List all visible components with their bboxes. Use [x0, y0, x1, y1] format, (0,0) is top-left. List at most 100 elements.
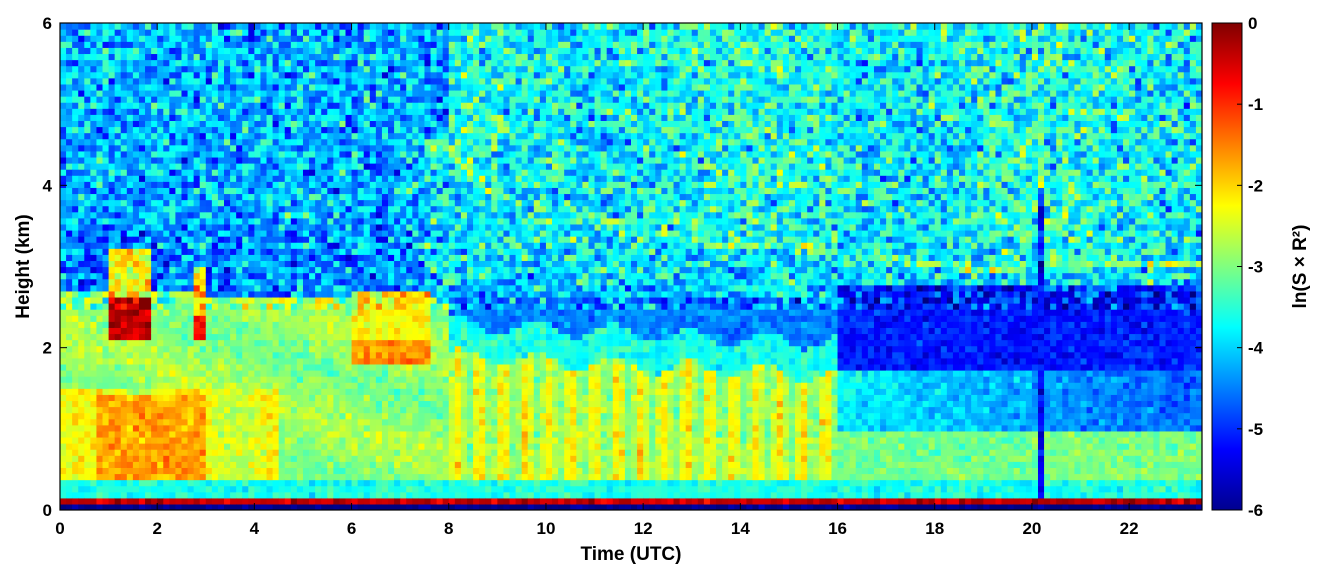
heatmap-cell: [108, 83, 116, 91]
heatmap-cell: [72, 339, 79, 347]
heatmap-cell: [248, 229, 255, 237]
heatmap-cell: [175, 254, 183, 262]
heatmap-cell: [102, 479, 110, 487]
heatmap-cell: [169, 23, 177, 30]
heatmap-cell: [224, 418, 231, 426]
heatmap-cell: [66, 193, 73, 201]
heatmap-cell: [242, 65, 249, 73]
heatmap-cell: [302, 443, 310, 450]
heatmap-cell: [345, 485, 353, 493]
heatmap-cell: [211, 35, 219, 42]
heatmap-cell: [211, 59, 219, 67]
heatmap-cell: [260, 47, 268, 55]
heatmap-cell: [272, 163, 280, 170]
heatmap-cell: [108, 278, 116, 286]
heatmap-cell: [72, 260, 79, 268]
heatmap-cell: [90, 89, 98, 97]
heatmap-cell: [230, 418, 237, 426]
heatmap-cell: [400, 35, 407, 42]
heatmap-cell: [157, 217, 164, 225]
heatmap-cell: [205, 35, 213, 42]
heatmap-cell: [236, 181, 243, 188]
heatmap-cell: [248, 497, 255, 505]
heatmap-cell: [418, 205, 426, 213]
heatmap-cell: [132, 406, 140, 414]
heatmap-cell: [163, 108, 170, 115]
heatmap-cell: [90, 266, 98, 274]
heatmap-cell: [199, 236, 207, 243]
heatmap-cell: [339, 96, 347, 103]
heatmap-cell: [315, 132, 322, 140]
heatmap-cell: [84, 473, 91, 481]
heatmap-cell: [72, 321, 79, 328]
heatmap-cell: [430, 424, 438, 432]
heatmap-cell: [108, 156, 116, 164]
heatmap-cell: [369, 254, 377, 262]
heatmap-cell: [357, 436, 365, 444]
heatmap-cell: [284, 132, 292, 140]
heatmap-cell: [236, 242, 243, 249]
heatmap-cell: [375, 193, 383, 201]
heatmap-cell: [394, 412, 401, 420]
heatmap-cell: [296, 150, 304, 158]
heatmap-cell: [266, 205, 274, 213]
heatmap-cell: [163, 35, 170, 42]
heatmap-cell: [205, 53, 213, 61]
heatmap-cell: [84, 376, 91, 383]
heatmap-cell: [327, 89, 334, 97]
heatmap-cell: [260, 327, 268, 335]
heatmap-cell: [175, 449, 183, 456]
heatmap-cell: [120, 333, 128, 341]
heatmap-cell: [272, 449, 280, 456]
heatmap-cell: [205, 339, 213, 347]
heatmap-cell: [217, 467, 225, 475]
heatmap-cell: [114, 187, 122, 195]
heatmap-cell: [400, 369, 407, 377]
heatmap-cell: [236, 236, 243, 243]
heatmap-cell: [120, 217, 128, 225]
heatmap-cell: [278, 455, 286, 462]
heatmap-cell: [242, 376, 249, 383]
heatmap-cell: [217, 443, 225, 450]
heatmap-cell: [78, 96, 85, 103]
heatmap-cell: [181, 114, 189, 121]
heatmap-cell: [84, 83, 91, 91]
heatmap-cell: [363, 296, 371, 304]
heatmap-cell: [151, 266, 158, 274]
heatmap-cell: [254, 53, 262, 61]
heatmap-cell: [400, 83, 407, 91]
heatmap-cell: [157, 376, 164, 383]
heatmap-cell: [327, 290, 334, 298]
heatmap-cell: [84, 351, 91, 359]
heatmap-cell: [412, 65, 419, 73]
heatmap-cell: [357, 278, 365, 286]
heatmap-cell: [175, 29, 183, 36]
heatmap-cell: [321, 400, 328, 408]
heatmap-cell: [302, 497, 310, 505]
heatmap-cell: [296, 315, 304, 322]
heatmap-cell: [114, 229, 122, 237]
heatmap-cell: [102, 339, 110, 347]
heatmap-cell: [345, 144, 353, 152]
heatmap-cell: [327, 187, 334, 195]
heatmap-cell: [278, 436, 286, 444]
heatmap-cell: [193, 296, 201, 304]
heatmap-cell: [66, 467, 73, 475]
heatmap-cell: [138, 503, 146, 510]
heatmap-cell: [406, 461, 413, 468]
heatmap-cell: [181, 443, 189, 450]
heatmap-cell: [78, 187, 85, 195]
heatmap-cell: [388, 455, 395, 462]
heatmap-cell: [290, 278, 298, 286]
heatmap-cell: [351, 211, 359, 219]
heatmap-cell: [108, 309, 116, 316]
heatmap-cell: [248, 266, 255, 274]
heatmap-cell: [351, 479, 359, 487]
heatmap-cell: [418, 339, 426, 347]
heatmap-cell: [315, 254, 322, 262]
heatmap-cell: [406, 83, 413, 91]
heatmap-cell: [157, 382, 164, 389]
heatmap-cell: [205, 138, 213, 146]
heatmap-cell: [108, 23, 116, 30]
heatmap-cell: [381, 175, 389, 182]
